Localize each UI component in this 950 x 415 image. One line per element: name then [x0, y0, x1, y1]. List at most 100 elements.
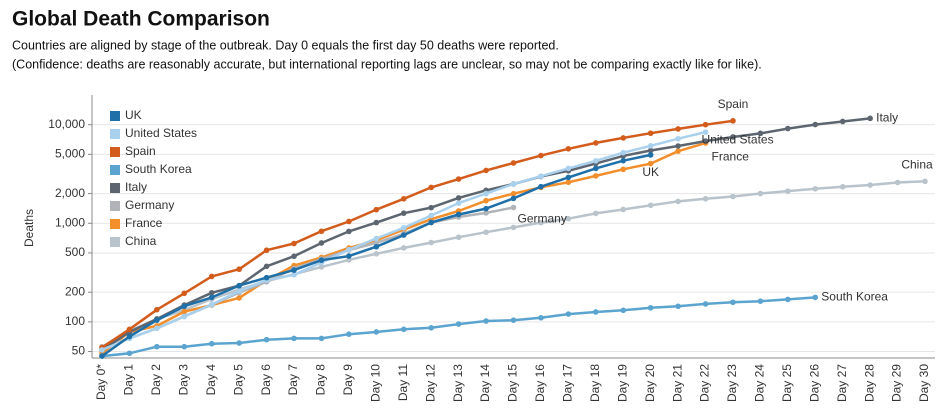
data-point	[400, 232, 407, 238]
data-point	[428, 212, 435, 219]
data-point	[181, 303, 188, 310]
data-point	[318, 335, 325, 342]
data-point	[346, 253, 352, 259]
x-tick-label: Day 22	[698, 364, 712, 402]
x-tick-label: Day 24	[753, 364, 767, 402]
data-point	[812, 186, 819, 192]
data-point	[730, 134, 736, 140]
data-point	[455, 234, 462, 241]
series-end-label: Germany	[518, 212, 567, 226]
series-end-label: Italy	[876, 111, 898, 125]
data-point	[483, 210, 489, 216]
x-tick-label: Day 13	[451, 364, 465, 402]
x-tick-label: Day 14	[478, 364, 492, 402]
x-tick-label: Day 30	[917, 364, 931, 402]
y-tick-label: 500	[65, 245, 85, 259]
y-tick-label: 2,000	[55, 186, 85, 200]
data-point	[318, 264, 325, 270]
data-point	[208, 294, 215, 301]
data-point	[785, 188, 791, 194]
x-tick-label: Day 29	[890, 364, 904, 402]
x-tick-label: Day 18	[588, 364, 602, 402]
data-point	[154, 325, 160, 332]
data-point	[236, 282, 242, 289]
data-point	[593, 140, 599, 146]
legend-swatch	[110, 237, 120, 247]
x-tick-label: Day 6	[259, 364, 273, 396]
data-point	[154, 317, 160, 323]
data-point	[291, 272, 297, 278]
x-tick-label: Day 2	[149, 364, 163, 396]
chart-title: Global Death Comparison	[12, 8, 270, 31]
data-point	[675, 198, 681, 205]
x-tick-label: Day 25	[780, 364, 794, 402]
data-point	[126, 326, 133, 333]
legend-label: China	[125, 234, 157, 248]
data-point	[565, 146, 572, 152]
series-end-label: China	[901, 158, 933, 172]
data-point	[291, 335, 297, 342]
data-point	[154, 343, 160, 350]
legend-label: South Korea	[125, 162, 192, 176]
x-tick-label: Day 21	[670, 364, 684, 402]
data-point	[181, 343, 188, 350]
data-point	[373, 235, 380, 242]
x-tick-label: Day 28	[862, 364, 876, 402]
data-point	[373, 251, 380, 257]
data-point	[291, 253, 297, 260]
data-point	[455, 211, 462, 218]
data-point	[620, 307, 627, 314]
series-end-label: United States	[702, 132, 774, 146]
x-tick-label: Day 5	[231, 364, 245, 396]
y-tick-label: 100	[65, 314, 85, 328]
data-point	[373, 219, 380, 226]
data-point	[236, 266, 242, 273]
data-point	[181, 313, 188, 320]
x-tick-label: Day 8	[314, 364, 328, 396]
legend-label: Italy	[125, 180, 147, 194]
data-point	[318, 257, 325, 264]
series-end-label: South Korea	[821, 290, 888, 304]
data-point	[263, 274, 270, 281]
data-point	[346, 218, 352, 225]
data-point	[620, 135, 627, 141]
x-tick-label: Day 4	[204, 364, 218, 396]
data-point	[593, 165, 599, 172]
series-end-label: Spain	[718, 97, 749, 111]
legend-swatch	[110, 129, 120, 139]
data-point	[510, 190, 517, 197]
data-point	[812, 294, 819, 301]
data-point	[675, 126, 681, 132]
data-point	[373, 243, 380, 250]
data-point	[647, 160, 654, 167]
data-point	[510, 204, 517, 211]
data-point	[565, 311, 572, 317]
data-point	[236, 340, 242, 346]
data-point	[208, 340, 215, 347]
data-point	[346, 257, 352, 263]
chart-subtitle: Countries are aligned by stage of the ou…	[12, 38, 559, 52]
legend-label: Germany	[125, 198, 174, 212]
data-point	[510, 195, 517, 202]
data-point	[702, 121, 709, 128]
x-tick-label: Day 19	[615, 364, 629, 402]
x-tick-label: Day 17	[561, 364, 575, 402]
data-point	[400, 245, 407, 251]
data-point	[236, 295, 242, 301]
x-tick-label: Day 10	[369, 364, 383, 402]
data-point	[757, 130, 764, 137]
legend-label: UK	[125, 108, 142, 122]
data-point	[510, 317, 517, 323]
x-tick-label: Day 23	[725, 364, 739, 402]
data-point	[428, 204, 435, 211]
data-point	[483, 318, 489, 324]
data-point	[538, 152, 544, 159]
legend-swatch	[110, 147, 120, 157]
data-point	[620, 206, 627, 213]
data-point	[593, 158, 599, 164]
y-tick-label: 10,000	[48, 117, 85, 131]
data-point	[593, 210, 599, 217]
data-point	[620, 166, 627, 173]
data-point	[730, 118, 736, 124]
